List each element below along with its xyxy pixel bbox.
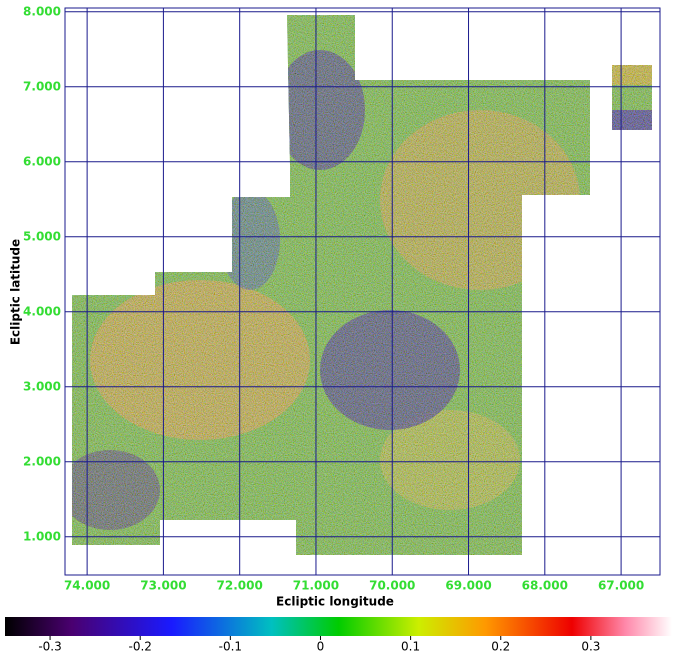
colorbar-tick-label: 0.2 <box>491 640 510 654</box>
y-tick-label: 7.000 <box>23 79 61 93</box>
x-axis-title: Ecliptic longitude <box>276 595 394 609</box>
colorbar-tick-label: -0.3 <box>38 640 61 654</box>
y-tick-label: 2.000 <box>23 454 61 468</box>
colorbar-tick-label: 0.3 <box>581 640 600 654</box>
y-axis-title: Ecliptic latitude <box>9 239 23 345</box>
x-tick-label: 70.000 <box>369 579 415 593</box>
y-tick-label: 6.000 <box>23 154 61 168</box>
y-tick-label: 3.000 <box>23 379 61 393</box>
colorbar-tick-label: -0.1 <box>219 640 242 654</box>
colorbar-tick-label: 0 <box>317 640 325 654</box>
x-tick-label: 73.000 <box>140 579 186 593</box>
x-tick-label: 74.000 <box>64 579 110 593</box>
x-tick-label: 68.000 <box>522 579 568 593</box>
sky-map <box>72 15 652 555</box>
colorbar-tick-label: -0.2 <box>128 640 151 654</box>
x-tick-label: 67.000 <box>598 579 644 593</box>
colorbar <box>5 617 672 636</box>
x-tick-label: 69.000 <box>445 579 491 593</box>
colorbar-tick-label: 0.1 <box>401 640 420 654</box>
y-tick-label: 4.000 <box>23 304 61 318</box>
plot-frame <box>64 7 661 576</box>
y-tick-label: 1.000 <box>23 529 61 543</box>
x-tick-label: 72.000 <box>217 579 263 593</box>
y-tick-label: 5.000 <box>23 229 61 243</box>
x-tick-label: 71.000 <box>293 579 339 593</box>
y-tick-label: 8.000 <box>23 4 61 18</box>
